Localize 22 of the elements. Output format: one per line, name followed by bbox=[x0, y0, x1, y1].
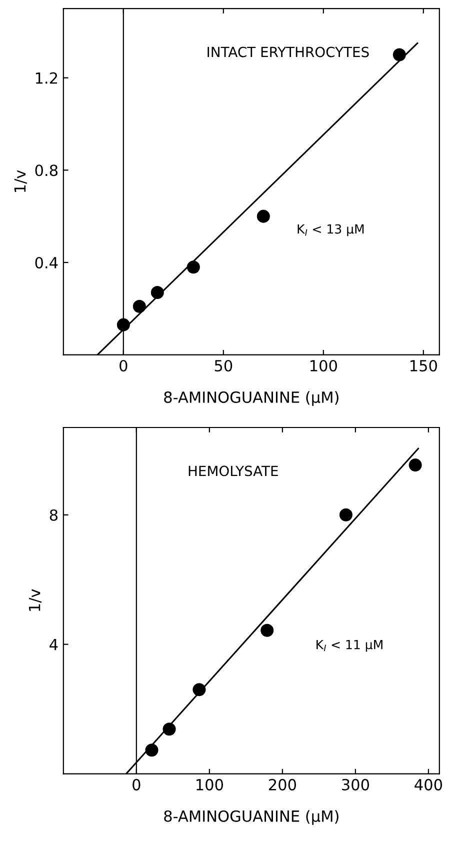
x-axis-title: 8-AMINOGUANINE (μM) bbox=[164, 810, 338, 825]
x-tick-label: 200 bbox=[268, 778, 296, 790]
x-tick-label: 400 bbox=[414, 778, 442, 790]
annotation: K$_{I}$ < 11 μM bbox=[316, 640, 382, 652]
x-tick-label: 150 bbox=[410, 360, 437, 372]
annotation: K$_{I}$ < 13 μM bbox=[298, 224, 364, 236]
annotation: INTACT ERYTHROCYTES bbox=[208, 46, 369, 58]
y-tick-label: 0.4 bbox=[35, 256, 58, 269]
x-tick-label: 0 bbox=[120, 360, 128, 372]
x-axis-title: 8-AMINOGUANINE (μM) bbox=[164, 391, 338, 406]
y-tick-label: 1.2 bbox=[36, 72, 58, 84]
y-tick-label: 0.8 bbox=[35, 164, 58, 176]
y-axis-title: 1/v bbox=[14, 170, 27, 192]
y-tick-label: 8 bbox=[50, 509, 58, 521]
x-tick-label: 100 bbox=[196, 778, 223, 790]
x-tick-label: 50 bbox=[214, 360, 232, 372]
x-tick-label: 0 bbox=[132, 778, 140, 790]
x-tick-label: 100 bbox=[310, 360, 337, 372]
x-tick-label: 300 bbox=[342, 778, 370, 790]
y-tick-label: 4 bbox=[50, 638, 58, 650]
y-axis-title: 1/v bbox=[28, 589, 42, 611]
annotation: HEMOLYSATE bbox=[188, 466, 278, 476]
